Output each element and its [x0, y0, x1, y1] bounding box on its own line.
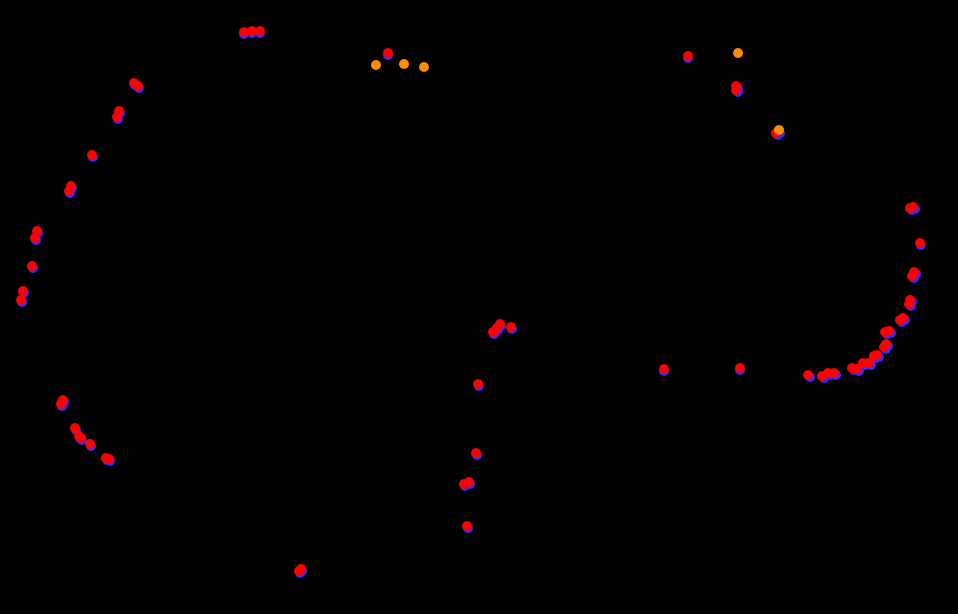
- marker-orange: [774, 125, 784, 135]
- marker-red: [296, 564, 306, 574]
- marker-red: [506, 322, 516, 332]
- marker-orange: [399, 59, 409, 69]
- marker-red: [908, 202, 918, 212]
- marker-red: [58, 395, 68, 405]
- marker-red: [27, 261, 37, 271]
- marker-red: [904, 299, 914, 309]
- marker-orange: [371, 60, 381, 70]
- marker-red: [907, 271, 917, 281]
- marker-red: [731, 85, 741, 95]
- marker-red: [884, 326, 894, 336]
- marker-red: [659, 364, 669, 374]
- marker-red: [114, 106, 124, 116]
- scatter-plot: [0, 0, 958, 614]
- marker-red: [495, 319, 505, 329]
- marker-red: [803, 370, 813, 380]
- marker-red: [915, 238, 925, 248]
- marker-red: [462, 521, 472, 531]
- marker-red: [104, 454, 114, 464]
- marker-red: [133, 81, 143, 91]
- marker-red: [881, 339, 891, 349]
- marker-red: [383, 48, 393, 58]
- marker-red: [16, 295, 26, 305]
- marker-red: [735, 363, 745, 373]
- marker-orange: [733, 48, 743, 58]
- marker-red: [829, 368, 839, 378]
- marker-red: [66, 181, 76, 191]
- marker-red: [471, 448, 481, 458]
- marker-orange: [419, 62, 429, 72]
- marker-red: [898, 313, 908, 323]
- marker-red: [85, 439, 95, 449]
- marker-red: [30, 233, 40, 243]
- marker-red: [473, 379, 483, 389]
- marker-red: [464, 477, 474, 487]
- marker-red: [683, 51, 693, 61]
- marker-red: [852, 364, 862, 374]
- marker-red: [872, 350, 882, 360]
- marker-red: [87, 150, 97, 160]
- marker-red: [255, 26, 265, 36]
